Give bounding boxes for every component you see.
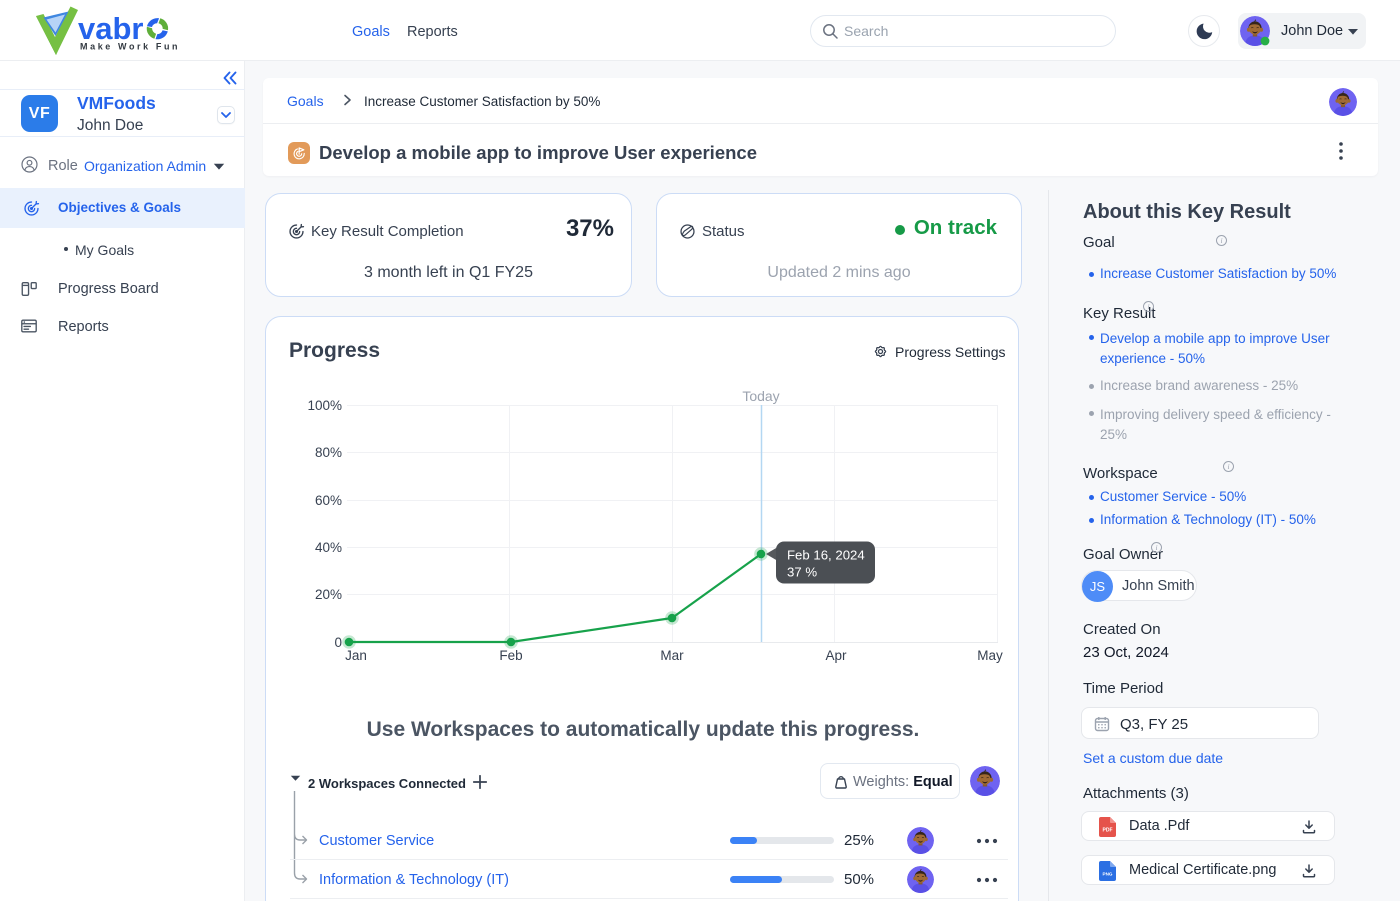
svg-text:Feb: Feb xyxy=(499,648,522,663)
svg-text:Apr: Apr xyxy=(825,648,847,663)
svg-text:60%: 60% xyxy=(315,493,342,508)
svg-text:80%: 80% xyxy=(315,445,342,460)
svg-text:40%: 40% xyxy=(315,540,342,555)
svg-text:Jan: Jan xyxy=(345,648,367,663)
svg-text:37 %: 37 % xyxy=(787,565,817,580)
svg-text:PNG: PNG xyxy=(1103,872,1113,877)
svg-text:100%: 100% xyxy=(307,398,342,413)
svg-text:0: 0 xyxy=(334,635,342,650)
svg-text:vabr: vabr xyxy=(78,11,143,46)
svg-text:PDF: PDF xyxy=(1103,828,1113,834)
svg-text:Mar: Mar xyxy=(660,648,684,663)
svg-text:20%: 20% xyxy=(315,587,342,602)
svg-text:Today: Today xyxy=(742,388,779,404)
svg-text:Feb 16, 2024: Feb 16, 2024 xyxy=(787,548,865,563)
svg-text:Make Work Fun: Make Work Fun xyxy=(80,42,180,52)
svg-text:May: May xyxy=(977,648,1003,663)
